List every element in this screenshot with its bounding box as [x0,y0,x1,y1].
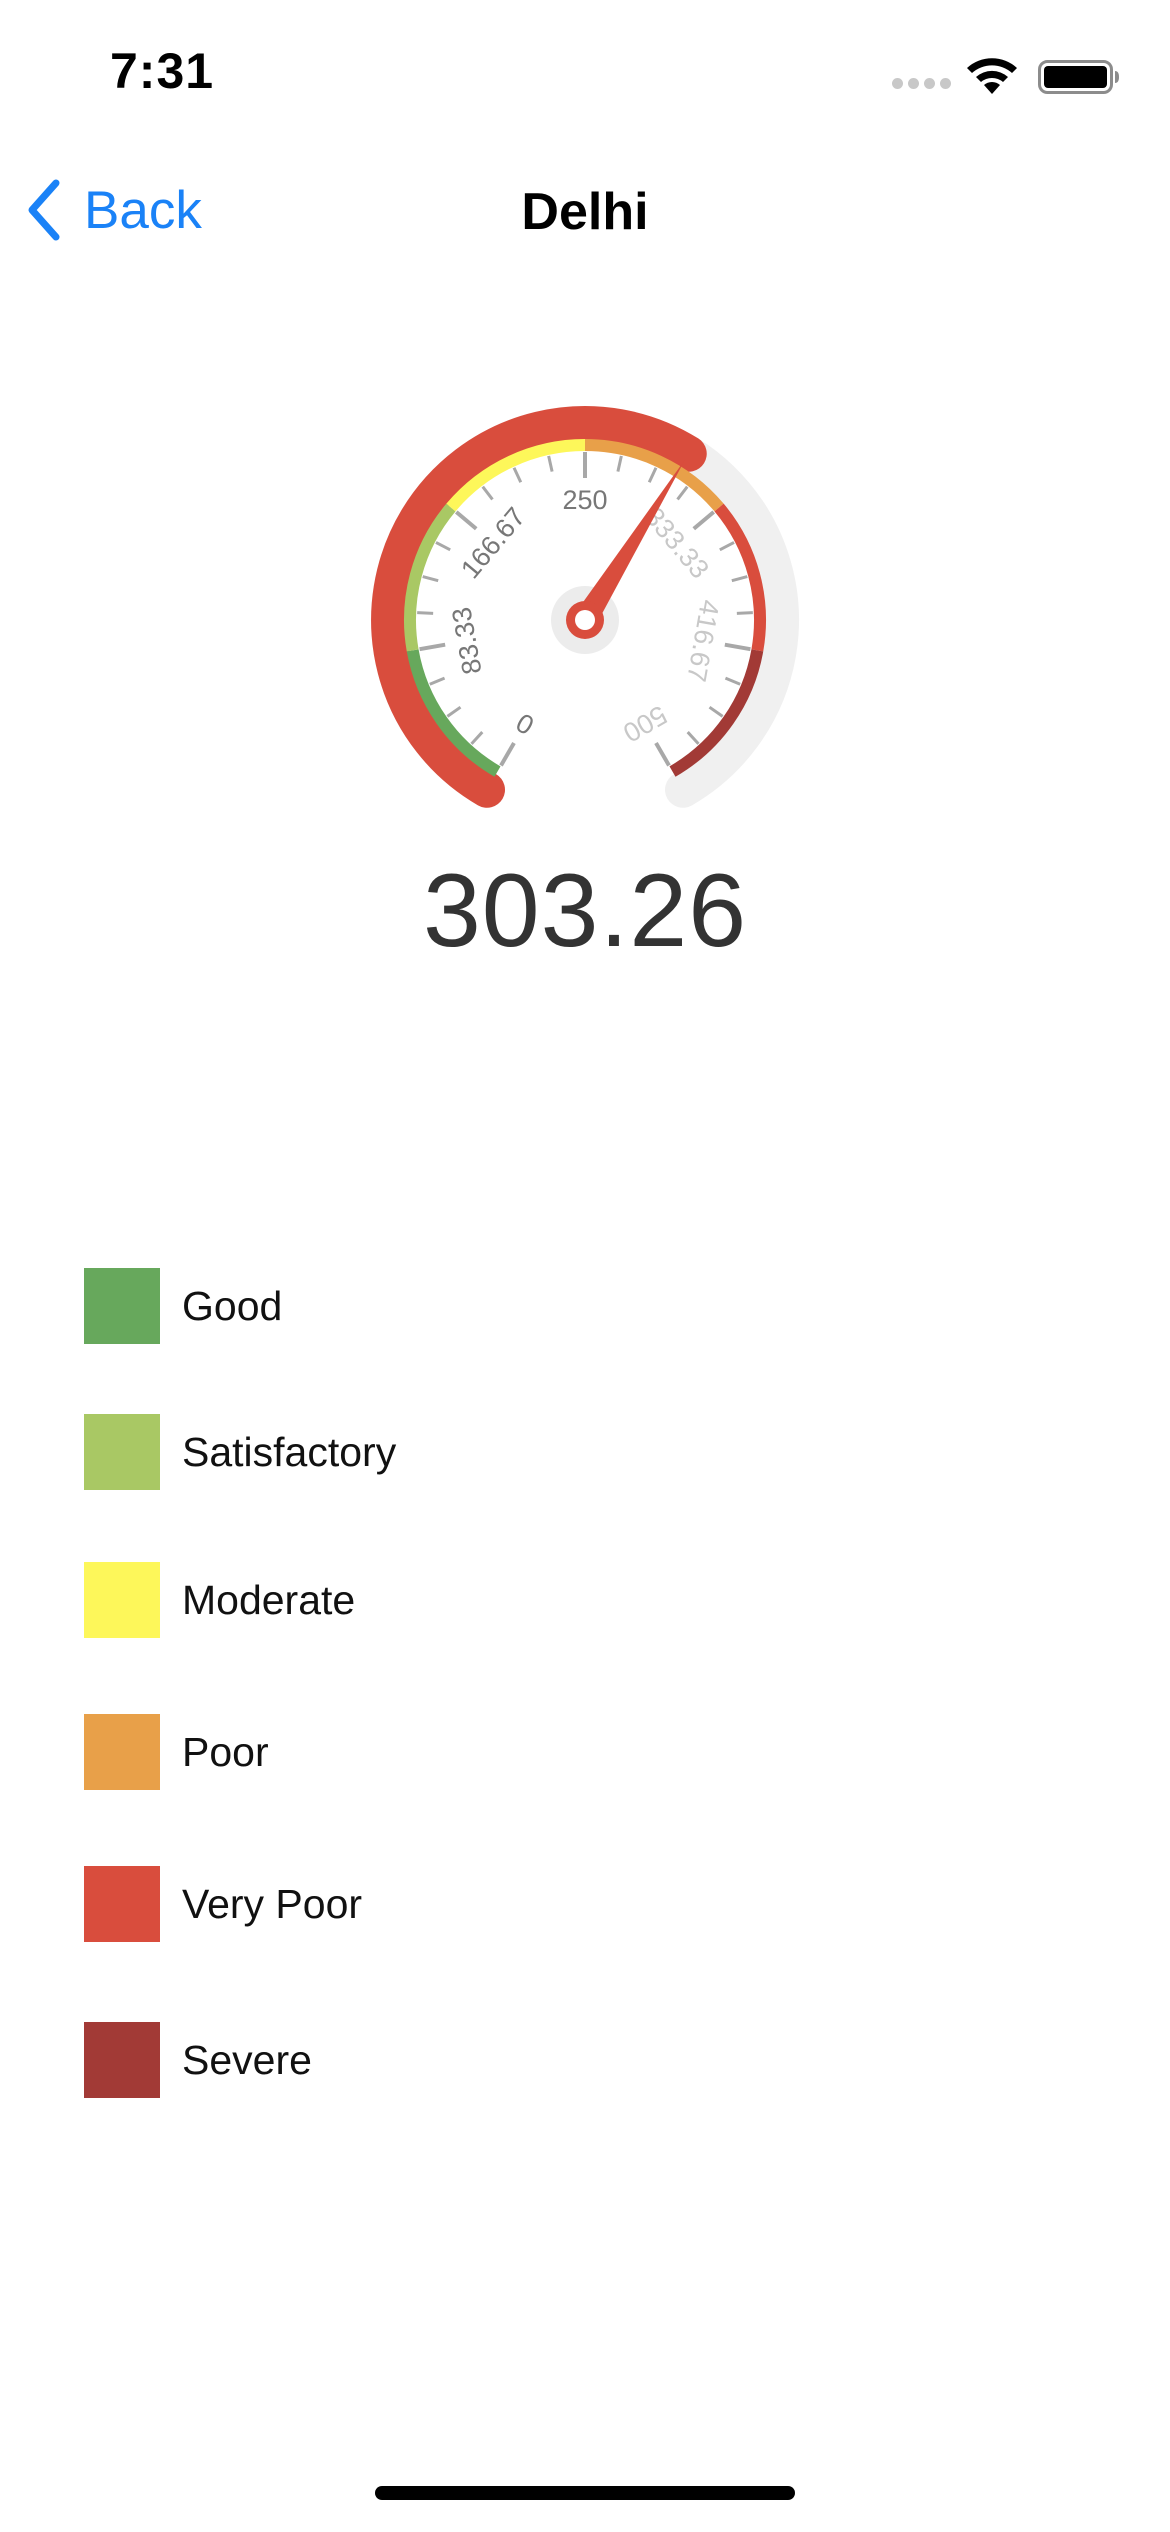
gauge-minor-tick [736,611,753,615]
gauge-minor-tick [731,575,748,583]
gauge-major-tick [455,510,478,531]
legend-swatch [84,1562,160,1638]
gauge-progress-arc [371,406,707,808]
gauge-band-1 [406,649,501,777]
home-indicator[interactable] [375,2486,795,2500]
gauge-major-tick [419,642,446,652]
gauge-major-tick [654,741,671,767]
gauge-minor-tick [719,541,735,552]
legend-label: Good [182,1282,283,1329]
gauge-tick-label: 416.67 [681,598,725,685]
gauge-ticks [417,452,753,767]
gauge-tick-label: 0 [511,707,539,740]
back-label: Back [84,180,202,240]
gauge-minor-tick [481,485,494,501]
legend-swatch [84,1866,160,1942]
gauge-tick-label: 250 [562,485,607,515]
legend-item: Poor [84,1714,269,1790]
gauge-minor-tick [708,705,724,718]
legend-item: Satisfactory [84,1414,396,1490]
legend-swatch [84,1268,160,1344]
gauge-minor-tick [724,676,741,686]
gauge-minor-tick [616,455,623,472]
legend-swatch [84,1714,160,1790]
legend-swatch [84,2022,160,2098]
gauge-minor-tick [435,541,451,552]
status-bar: 7:31 [0,0,1170,140]
gauge-major-tick [692,510,715,531]
gauge-minor-tick [429,676,446,686]
gauge-band-2 [404,503,456,652]
legend-label: Poor [182,1728,269,1775]
status-time: 7:31 [110,43,215,99]
gauge-needle [551,458,686,654]
legend-label: Severe [182,2036,312,2083]
needle-hub-center [575,610,595,630]
legend-swatch [84,1414,160,1490]
battery-icon [1038,60,1119,94]
legend-item: Moderate [84,1562,355,1638]
legend-item: Very Poor [84,1866,362,1942]
legend-item: Severe [84,2022,312,2098]
gauge-band-3 [446,439,586,512]
gauge-minor-tick [512,467,523,483]
gauge-minor-tick [686,731,700,745]
gauge-value: 303.26 [422,853,748,969]
chevron-left-icon [28,179,60,241]
gauge-band-5 [714,503,766,652]
gauge-tick-label: 500 [618,700,672,749]
legend-label: Satisfactory [182,1428,397,1475]
legend-item: Good [84,1268,282,1344]
legend-label: Very Poor [182,1880,363,1927]
page-title: Delhi [521,183,649,241]
gauge-minor-tick [676,485,689,501]
gauge-band-4 [584,439,724,512]
wifi-icon [967,58,1017,94]
gauge-minor-tick [446,705,462,718]
gauge-minor-tick [470,731,484,745]
status-icons [892,56,1122,96]
gauge-tick-label: 166.67 [455,502,531,585]
gauge-color-bands [404,439,766,777]
navigation-bar: Back Delhi [0,150,1170,270]
needle-pointer [574,458,686,627]
gauge-minor-tick [647,467,658,483]
cellular-signal-icon [892,78,952,92]
gauge-progress-path [371,406,707,808]
gauge-minor-tick [422,575,439,583]
gauge-tick-label: 83.33 [446,605,487,677]
aqi-gauge: 0 83.33 166.67 250 333.33 416.67 500 303.26 [185,330,985,980]
gauge-major-tick [499,741,516,767]
back-button[interactable]: Back [22,170,222,250]
legend-label: Moderate [182,1576,356,1623]
gauge-major-tick [724,642,751,652]
gauge-minor-tick [417,611,434,615]
gauge-minor-tick [547,455,554,472]
gauge-band-6 [669,649,764,777]
